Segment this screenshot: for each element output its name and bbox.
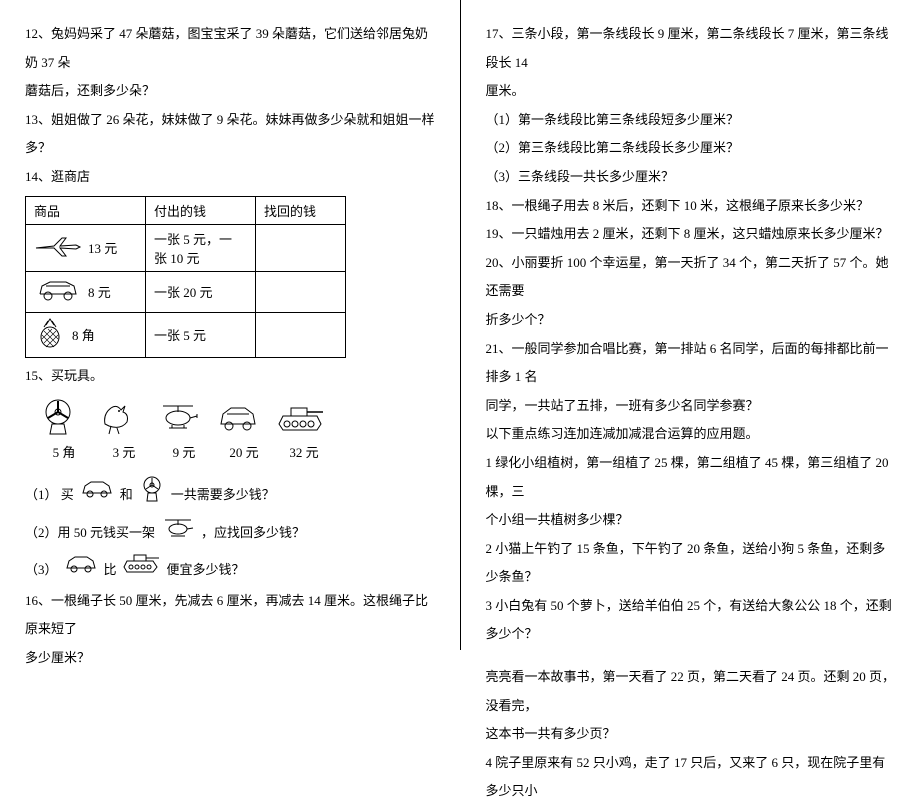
car-small-icon (64, 552, 98, 587)
q13: 13、姐姐做了 26 朵花，妹妹做了 9 朵花。妹妹再做多少朵就和姐姐一样多？ (25, 106, 435, 163)
p1-line1: 1 绿化小组植树，第一组植了 25 棵，第二组植了 45 棵，第三组植了 20 … (486, 449, 896, 506)
row3-change (256, 312, 346, 357)
q17-line1: 17、三条小段，第一条线段长 9 厘米，第二条线段长 7 厘米，第三条线段长 1… (486, 20, 896, 77)
q19: 19、一只蜡烛用去 2 厘米，还剩下 8 厘米，这只蜡烛原来长多少厘米？ (486, 220, 896, 249)
toy-price: 3 元 (103, 442, 145, 461)
q17-line2: 厘米。 (486, 77, 896, 106)
car-toy-icon (217, 402, 259, 440)
tank-small-icon (123, 552, 161, 587)
toy-price: 9 元 (163, 442, 205, 461)
fan-small-icon (139, 475, 165, 514)
q20-line1: 20、小丽要折 100 个幸运星，第一天折了 34 个，第二天折了 57 个。她… (486, 249, 896, 306)
fan-icon (37, 396, 79, 440)
car-icon (34, 276, 82, 308)
q15-1-text-b: 和 (120, 479, 133, 510)
toy-icons-row (37, 396, 435, 440)
q12-line1: 12、兔妈妈采了 47 朵蘑菇，图宝宝采了 39 朵蘑菇，它们送给邻居兔奶奶 3… (25, 20, 435, 77)
q18: 18、一根绳子用去 8 米后，还剩下 10 米，这根绳子原来长多少米？ (486, 192, 896, 221)
left-column: 12、兔妈妈采了 47 朵蘑菇，图宝宝采了 39 朵蘑菇，它们送给邻居兔奶奶 3… (0, 0, 461, 650)
row3-price: 8 角 (72, 325, 95, 344)
airplane-icon (34, 234, 82, 262)
q15-2: （2）用 50 元钱买一架 ，应找回多少钱？ (25, 514, 435, 551)
p1-line2: 个小组一共植树多少棵？ (486, 506, 896, 535)
q15-3-text-a: （3） (25, 554, 58, 585)
toy-price: 32 元 (283, 442, 325, 461)
table-row: 13 元 一张 5 元，一 张 10 元 (26, 224, 346, 271)
toy-price: 20 元 (223, 442, 265, 461)
q15-1-text-c: 一共需要多少钱？ (171, 479, 275, 510)
q12-line2: 蘑菇后，还剩多少朵？ (25, 77, 435, 106)
row1-pay2: 张 10 元 (154, 248, 247, 267)
toy-prices-row: 5 角 3 元 9 元 20 元 32 元 (43, 442, 435, 461)
q16-line1: 16、一根绳子长 50 厘米，先减去 6 厘米，再减去 14 厘米。这根绳子比原… (25, 587, 435, 644)
helicopter-icon (157, 396, 199, 440)
row2-change (256, 271, 346, 312)
bird-icon (97, 396, 139, 440)
p-story-line1: 亮亮看一本故事书，第一天看了 22 页，第二天看了 24 页。还剩 20 页，没… (486, 663, 896, 720)
q17-2: （2）第三条线段比第二条线段长多少厘米？ (486, 134, 896, 163)
row1-pay1: 一张 5 元，一 (154, 229, 247, 248)
q20-line2: 折多少个？ (486, 306, 896, 335)
row2-pay: 一张 20 元 (146, 271, 256, 312)
q15: 15、买玩具。 (25, 362, 435, 391)
p-story-line2: 这本书一共有多少页？ (486, 720, 896, 749)
th-product: 商品 (26, 196, 146, 224)
table-header-row: 商品 付出的钱 找回的钱 (26, 196, 346, 224)
table-row: 8 角 一张 5 元 (26, 312, 346, 357)
q17-1: （1）第一条线段比第三条线段短多少厘米？ (486, 106, 896, 135)
row2-price: 8 元 (88, 282, 111, 301)
practice-note: 以下重点练习连加连减加减混合运算的应用题。 (486, 420, 896, 449)
worksheet-page: 12、兔妈妈采了 47 朵蘑菇，图宝宝采了 39 朵蘑菇，它们送给邻居兔奶奶 3… (0, 0, 920, 650)
toy-price: 5 角 (43, 442, 85, 461)
p3: 3 小白兔有 50 个萝卜，送给羊伯伯 25 个，有送给大象公公 18 个，还剩… (486, 592, 896, 649)
q14: 14、逛商店 (25, 163, 435, 192)
helicopter-small-icon (161, 514, 195, 551)
q15-3-text-c: 便宜多少钱？ (167, 554, 245, 585)
th-change: 找回的钱 (256, 196, 346, 224)
q21-line2: 同学，一共站了五排，一班有多少名同学参赛？ (486, 392, 896, 421)
q15-1: （1） 买 和 一共需要多少钱？ (25, 475, 435, 514)
pineapple-icon (34, 317, 66, 353)
th-paid: 付出的钱 (146, 196, 256, 224)
row1-change (256, 224, 346, 271)
q17-3: （3）三条线段一共长多少厘米？ (486, 163, 896, 192)
shop-table: 商品 付出的钱 找回的钱 13 元 一张 5 元，一 张 10 元 (25, 196, 346, 358)
q15-3-text-b: 比 (104, 554, 117, 585)
q15-2-text-a: （2）用 50 元钱买一架 (25, 517, 155, 548)
q15-1-text-a: （1） 买 (25, 479, 74, 510)
p2: 2 小猫上午钓了 15 条鱼，下午钓了 20 条鱼，送给小狗 5 条鱼，还剩多少… (486, 535, 896, 592)
q16-line2: 多少厘米？ (25, 644, 435, 673)
table-row: 8 元 一张 20 元 (26, 271, 346, 312)
row1-price: 13 元 (88, 238, 117, 257)
row3-pay: 一张 5 元 (146, 312, 256, 357)
q21-line1: 21、一般同学参加合唱比赛，第一排站 6 名同学，后面的每排都比前一排多 1 名 (486, 335, 896, 392)
q15-2-text-b: ，应找回多少钱？ (201, 517, 305, 548)
right-column: 17、三条小段，第一条线段长 9 厘米，第二条线段长 7 厘米，第三条线段长 1… (461, 0, 920, 650)
q15-3: （3） 比 便宜多少钱？ (25, 552, 435, 587)
car-small-icon (80, 477, 114, 512)
p4: 4 院子里原来有 52 只小鸡，走了 17 只后，又来了 6 只，现在院子里有多… (486, 749, 896, 806)
tank-icon (277, 402, 325, 440)
